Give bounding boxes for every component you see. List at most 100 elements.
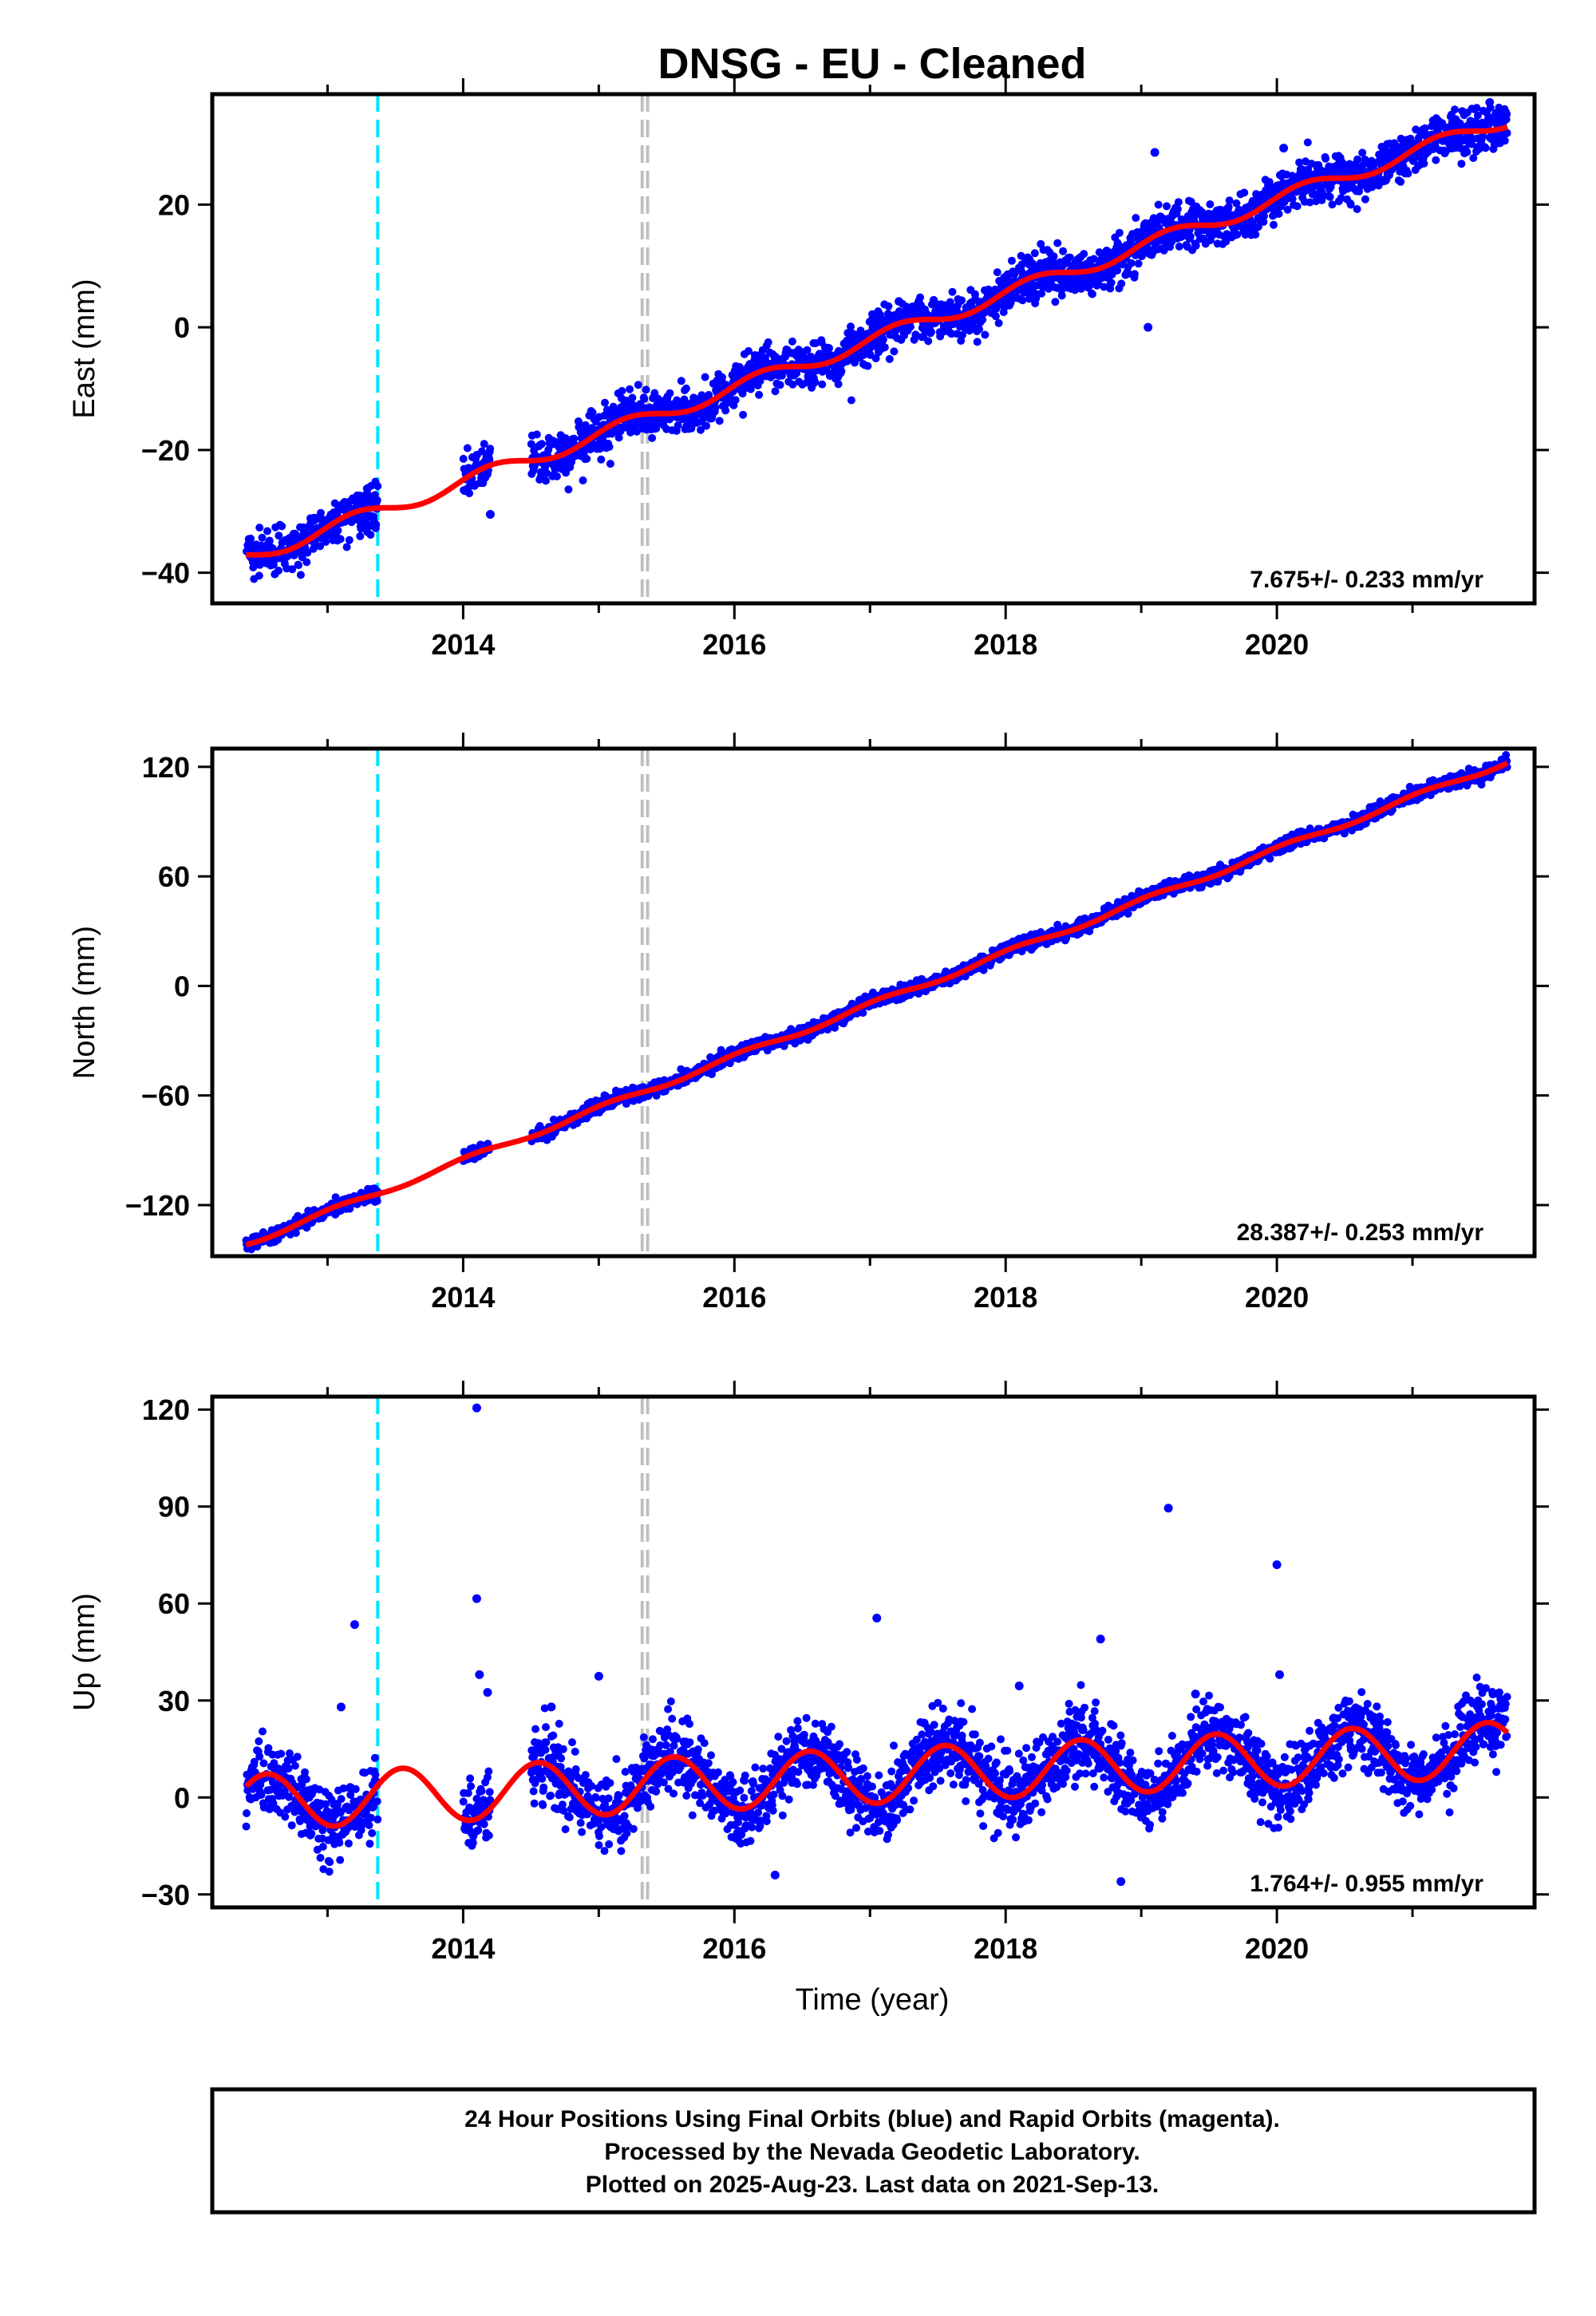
data-point — [958, 330, 966, 339]
data-point — [863, 362, 872, 370]
data-point — [1503, 109, 1511, 118]
data-point — [927, 328, 935, 337]
chart-title: DNSG - EU - Cleaned — [658, 40, 1086, 88]
data-point — [1353, 155, 1362, 164]
data-point — [1288, 195, 1297, 204]
data-point — [628, 393, 637, 402]
data-point-outlier — [1279, 144, 1289, 153]
data-point — [1486, 104, 1495, 112]
x-tick-label: 2020 — [1245, 628, 1309, 661]
data-point — [275, 532, 283, 540]
data-point — [373, 1196, 381, 1205]
data-point — [648, 433, 657, 442]
data-point — [618, 386, 626, 395]
data-point — [1018, 296, 1027, 305]
data-point — [946, 298, 954, 306]
data-point — [947, 330, 956, 338]
data-point — [666, 389, 674, 397]
data-point — [975, 325, 983, 334]
data-point — [847, 396, 855, 405]
data-point — [1163, 202, 1171, 211]
fit-line — [244, 124, 1509, 558]
y-tick-label: 0 — [174, 311, 190, 344]
data-point — [278, 522, 286, 531]
data-point — [1451, 105, 1459, 114]
data-point — [721, 406, 730, 415]
data-point — [1186, 232, 1195, 241]
x-tick-label: 2016 — [702, 628, 766, 661]
data-point — [1154, 200, 1163, 209]
data-point — [597, 455, 606, 464]
data-point — [1463, 148, 1472, 156]
data-point — [788, 337, 796, 346]
data-point — [1206, 200, 1215, 208]
data-point — [570, 434, 579, 443]
data-point — [1283, 205, 1292, 214]
data-point — [1328, 200, 1337, 209]
data-point — [1240, 188, 1249, 197]
data-point — [1222, 237, 1231, 246]
data-point — [542, 476, 550, 485]
data-point — [294, 561, 303, 570]
data-point — [834, 380, 843, 389]
data-point — [705, 390, 713, 399]
data-point — [697, 425, 705, 434]
data-point — [1132, 214, 1140, 222]
data-point — [317, 508, 325, 517]
data-point — [634, 381, 642, 389]
x-tick-label: 2014 — [431, 628, 495, 661]
data-point — [288, 565, 297, 574]
data-point — [1051, 298, 1060, 306]
data-point — [1346, 200, 1355, 209]
data-point — [606, 460, 614, 468]
data-point — [373, 496, 381, 504]
data-point — [255, 524, 264, 532]
data-point — [1486, 97, 1495, 106]
data-point-outlier — [1144, 322, 1153, 332]
data-point — [981, 330, 990, 339]
data-point — [1100, 283, 1108, 291]
data-point — [1107, 279, 1116, 287]
data-point — [1259, 211, 1268, 220]
data-point — [674, 421, 682, 429]
data-point — [1059, 247, 1068, 255]
data-point — [291, 1228, 300, 1237]
data-point — [1306, 198, 1314, 207]
data-point — [255, 571, 263, 580]
data-point — [247, 534, 255, 543]
data-point — [973, 338, 982, 346]
data-point — [1500, 136, 1509, 145]
data-point — [958, 296, 966, 305]
data-point — [296, 571, 305, 579]
data-point — [1358, 148, 1367, 157]
data-point — [1077, 284, 1085, 293]
data-point — [711, 403, 720, 412]
data-point — [776, 381, 784, 389]
data-point — [1270, 220, 1278, 229]
data-point — [316, 542, 325, 551]
data-point — [1254, 223, 1262, 231]
data-point — [1191, 241, 1200, 250]
data-point — [993, 268, 1001, 277]
data-point — [735, 362, 744, 371]
data-point — [991, 312, 1000, 321]
data-point — [880, 343, 889, 352]
data-point — [1066, 253, 1074, 262]
data-point — [258, 533, 267, 542]
data-point — [1187, 197, 1195, 206]
data-point — [1472, 104, 1481, 113]
data-point — [1124, 909, 1132, 918]
data-point — [1049, 252, 1058, 261]
data-point — [542, 468, 551, 477]
data-point — [1117, 279, 1126, 288]
data-point — [890, 347, 899, 356]
data-point — [1225, 196, 1234, 205]
data-point — [1293, 202, 1302, 211]
data-point — [1173, 205, 1182, 213]
data-point — [871, 354, 880, 362]
data-point — [564, 485, 573, 494]
data-point — [1053, 239, 1062, 247]
data-point — [263, 527, 271, 536]
data-point — [302, 558, 311, 567]
data-point — [459, 454, 468, 463]
